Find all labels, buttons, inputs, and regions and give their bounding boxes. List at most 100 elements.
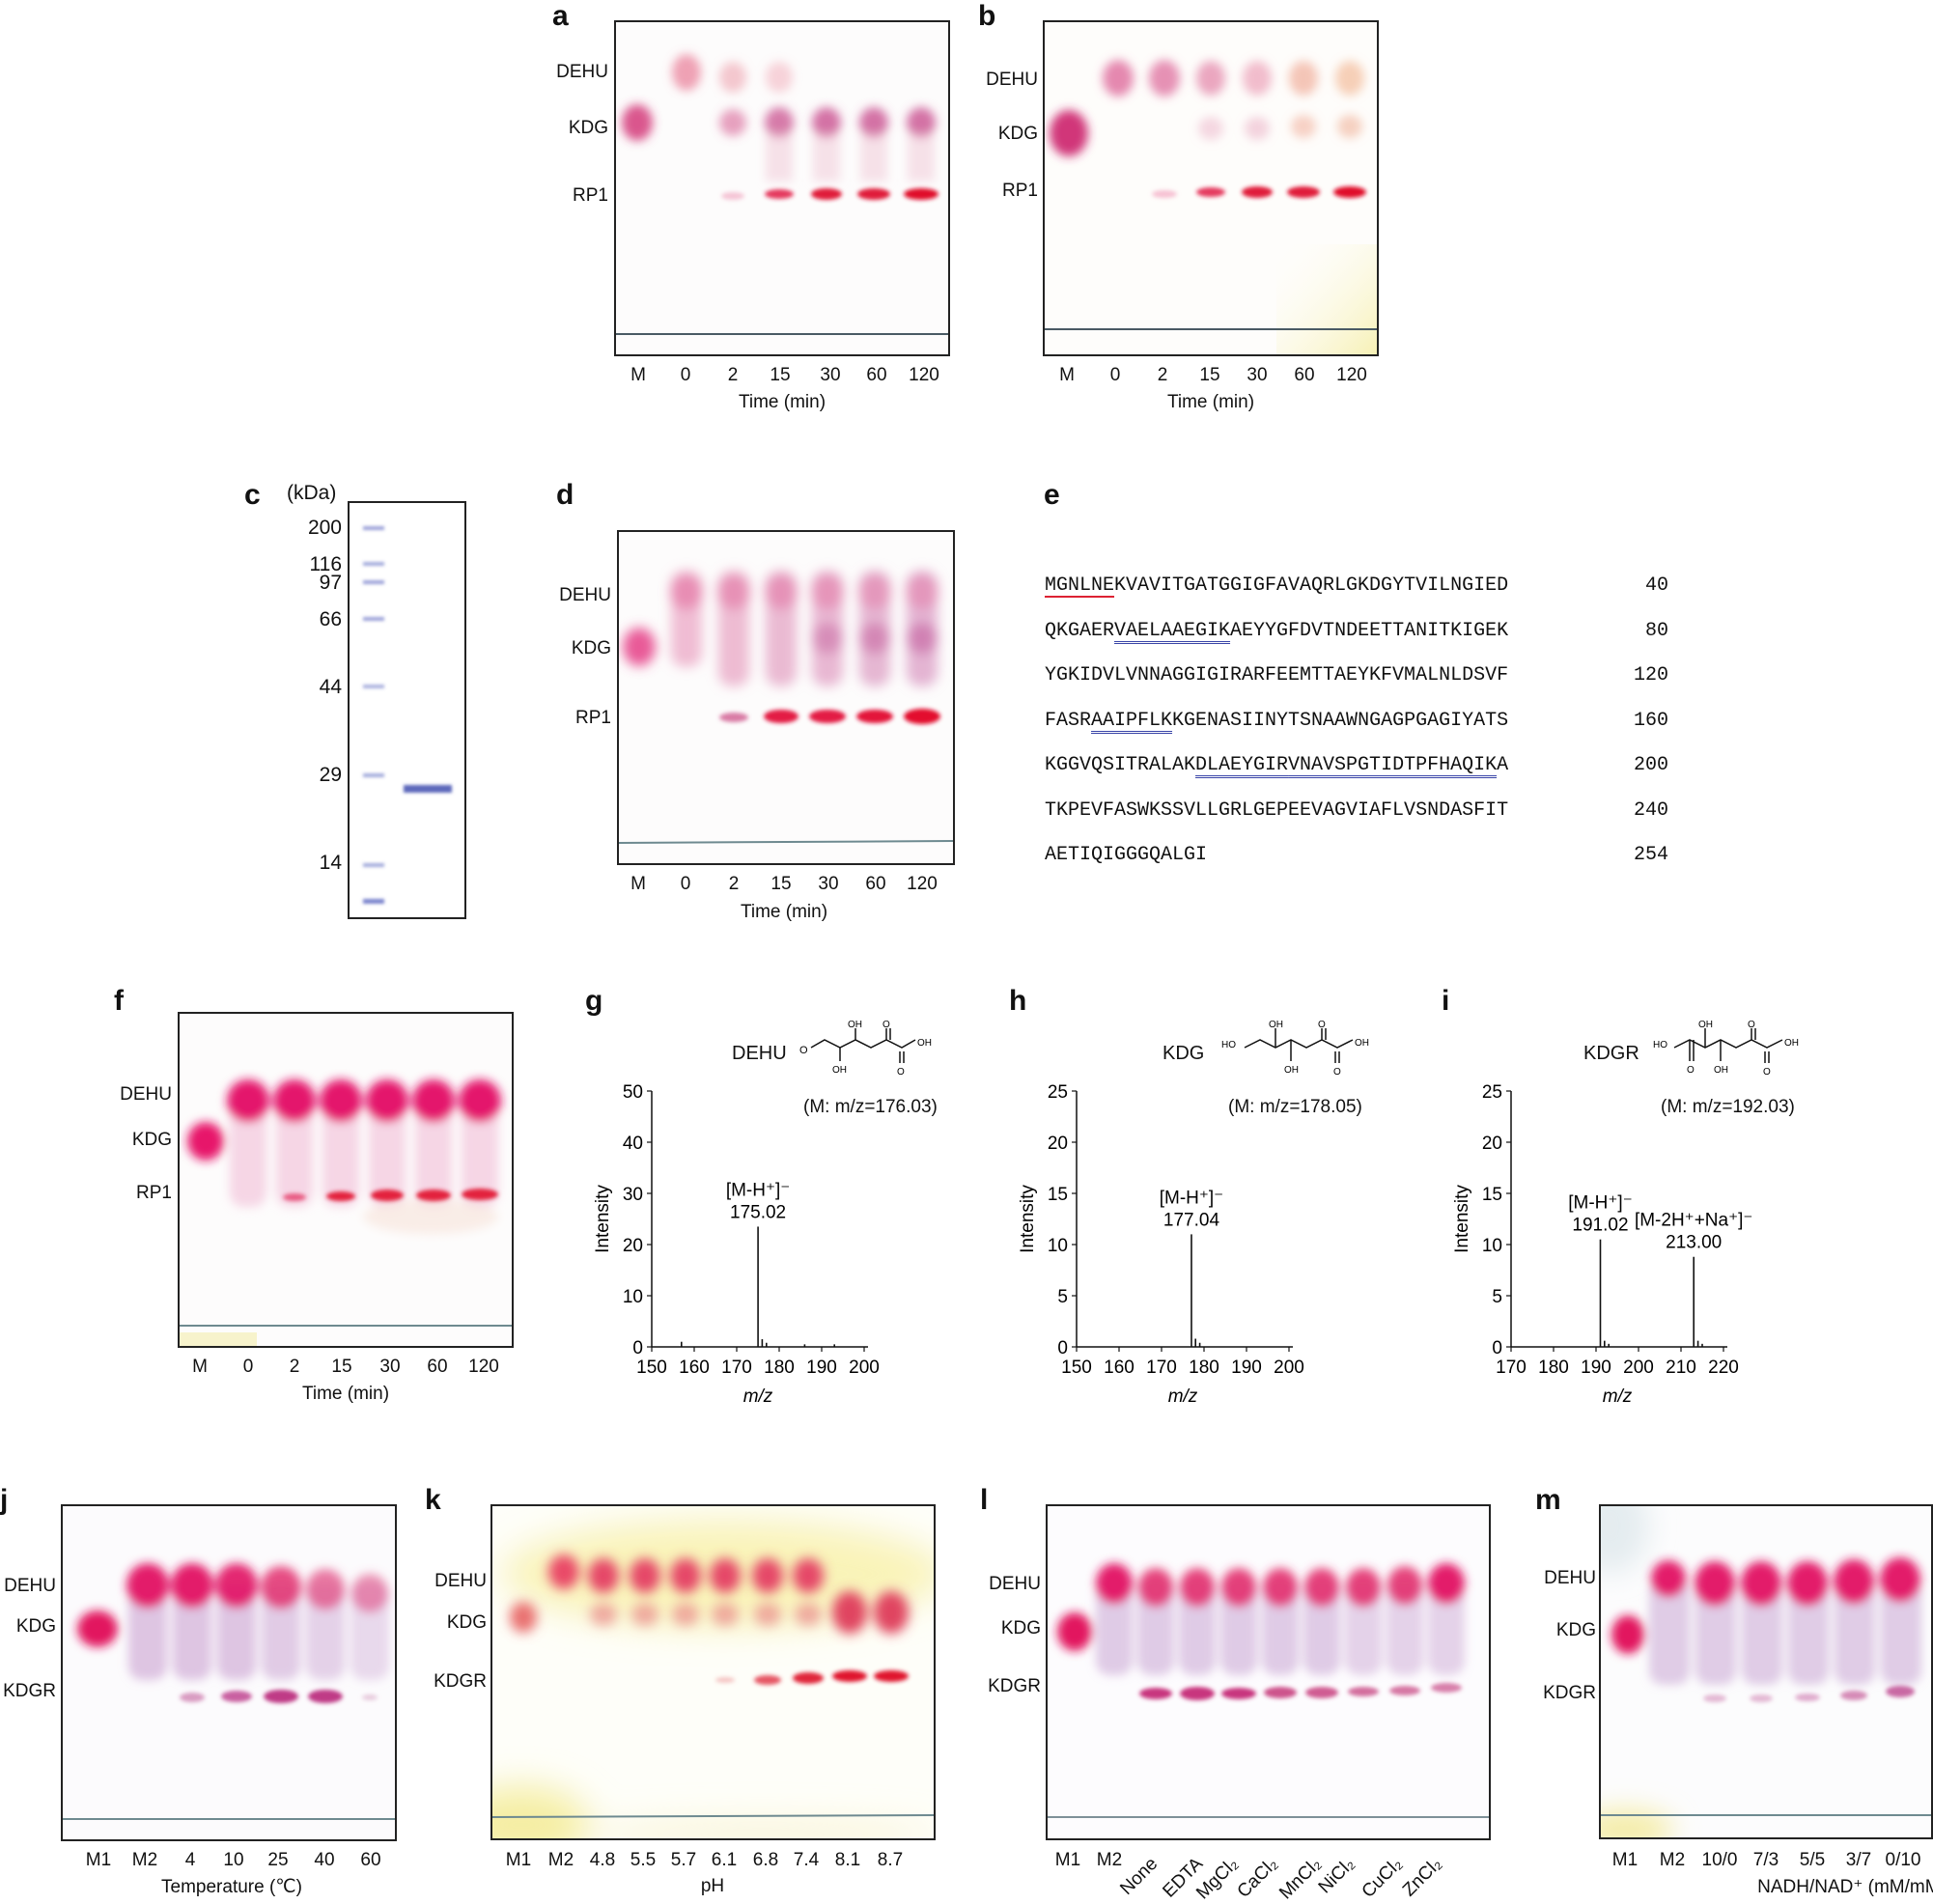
panel-label-a: a xyxy=(552,0,569,32)
panel-label-c: c xyxy=(244,479,261,511)
lane-label: 10/0 xyxy=(1701,1850,1738,1870)
lane-label: 40 xyxy=(314,1850,335,1870)
band-label-kdg: KDG xyxy=(568,118,608,138)
marker-label: 14 xyxy=(319,852,342,874)
svg-text:OH: OH xyxy=(832,1065,847,1076)
tlc-plate-l xyxy=(1046,1504,1491,1840)
sequence-segment: QKGAER xyxy=(1045,619,1115,642)
x-tick-label: 150 xyxy=(1061,1358,1092,1378)
tlc-plate-a xyxy=(614,20,950,356)
lane-label: 120 xyxy=(909,365,939,385)
lane-label: 120 xyxy=(1336,365,1367,385)
x-tick-label: 200 xyxy=(1623,1358,1654,1378)
band-label-dehu: DEHU xyxy=(120,1084,172,1105)
lane-label: 15 xyxy=(770,365,791,385)
svg-text:OH: OH xyxy=(848,1020,862,1030)
lane-label: 5.7 xyxy=(670,1850,697,1870)
lane-label: 0/10 xyxy=(1885,1850,1921,1870)
peak-mz-label: 175.02 xyxy=(730,1202,786,1222)
peak-ion-label: [M-H⁺]⁻ xyxy=(1160,1188,1224,1208)
lane-label: 0 xyxy=(680,874,691,894)
x-tick-label: 170 xyxy=(1496,1358,1527,1378)
sequence-line: AETIQIGGGQALGI xyxy=(1045,844,1207,866)
x-tick-label: 160 xyxy=(1104,1358,1135,1378)
lane-label: M xyxy=(630,365,646,385)
band-label-kdg: KDG xyxy=(997,124,1038,144)
lane-label: M1 xyxy=(1611,1850,1639,1870)
marker-label: 116 xyxy=(309,553,342,575)
kdgr-structure-drawing: HO OH O OH O O OH xyxy=(1653,1020,1799,1078)
tlc-plate-f xyxy=(178,1012,514,1348)
lane-label: 0 xyxy=(680,365,691,385)
y-tick-label: 10 xyxy=(623,1287,643,1307)
ms-peptide: AAIPFLK xyxy=(1091,709,1173,732)
svg-text:OH: OH xyxy=(1784,1038,1799,1049)
x-tick-label: 200 xyxy=(849,1358,880,1378)
sequence-line: YGKIDVLVNNAGGIGIRARFEEMTTAEYKFVMALNLDSVF xyxy=(1045,664,1508,686)
lane-label: M xyxy=(630,874,646,894)
tlc-spots-j xyxy=(63,1563,395,1820)
band-label-dehu: DEHU xyxy=(434,1571,487,1591)
y-tick-label: 5 xyxy=(1057,1287,1068,1307)
svg-text:O: O xyxy=(897,1067,905,1078)
residue-number: 160 xyxy=(1633,709,1668,732)
peak-ion-label: [M-H⁺]⁻ xyxy=(1568,1193,1633,1214)
molecular-mass-kdg: (M: m/z=178.05) xyxy=(1228,1097,1362,1117)
tlc-plate-k xyxy=(490,1504,936,1840)
tlc-spots-b xyxy=(1045,60,1377,354)
tlc-spots-a xyxy=(616,54,948,335)
mass-spectrum-g: 150 160 170 180 190 200 0 10 20 30 40 50 m/z Intensit… xyxy=(593,1082,880,1407)
sequence-segment: KGGVQSITRALAK xyxy=(1045,754,1196,776)
panel-label-h: h xyxy=(1009,985,1027,1017)
sequence-segment: KGENASIINYTSNAAWNGAGPGAGIYATS xyxy=(1172,709,1509,732)
lane-label: M xyxy=(192,1357,208,1377)
lane-label: 10 xyxy=(223,1850,244,1870)
compound-name-kdg: KDG xyxy=(1163,1043,1205,1064)
x-tick-label: 170 xyxy=(1146,1358,1177,1378)
ms-peptide: VAELAAEGIK xyxy=(1114,619,1231,642)
svg-text:OH: OH xyxy=(1698,1020,1713,1030)
ms-peptide: VNAVSPGTIDTPFHAQIK xyxy=(1288,754,1498,776)
y-tick-label: 0 xyxy=(1057,1338,1068,1358)
lane-label: 30 xyxy=(379,1357,401,1377)
marker-label: 97 xyxy=(319,572,342,594)
lane-label: CuCl₂ xyxy=(1358,1854,1407,1902)
sequence-segment: KVAVITGATGGIGFAVAQRLGKDGYTVILNGIED xyxy=(1114,574,1509,597)
lane-label: M2 xyxy=(131,1850,158,1870)
tlc-plate-j xyxy=(61,1504,397,1841)
svg-text:OH: OH xyxy=(1284,1065,1299,1076)
svg-text:OH: OH xyxy=(1269,1020,1283,1030)
sequence-segment: FASR xyxy=(1045,709,1092,732)
svg-text:O: O xyxy=(1333,1067,1341,1078)
sequence-line: TKPEVFASWKSSVLLGRLGEPEEVAGVIAFLVSNDASFIT xyxy=(1045,799,1508,822)
x-tick-label: 190 xyxy=(1581,1358,1611,1378)
lane-label: 5/5 xyxy=(1799,1850,1826,1870)
sequence-line: KGGVQSITRALAKDLAEYGIRVNAVSPGTIDTPFHAQIKA xyxy=(1045,754,1508,776)
lane-label: CaCl₂ xyxy=(1233,1854,1282,1902)
axis-title-j: Temperature (℃) xyxy=(161,1877,302,1897)
lane-label: NiCl₂ xyxy=(1314,1854,1359,1898)
axis-title-m: NADH/NAD⁺ (mM/mM) xyxy=(1757,1877,1933,1897)
x-tick-label: 180 xyxy=(1189,1358,1219,1378)
y-tick-label: 20 xyxy=(1482,1134,1502,1154)
residue-number: 40 xyxy=(1644,574,1668,597)
tlc-spots-f xyxy=(180,1079,512,1346)
lane-label: 4.8 xyxy=(589,1850,616,1870)
tlc-plate-b xyxy=(1043,20,1379,356)
lane-label: 7/3 xyxy=(1752,1850,1779,1870)
y-axis-label: Intensity xyxy=(593,1185,613,1253)
lane-label: 5.5 xyxy=(630,1850,657,1870)
panel-label-f: f xyxy=(114,985,124,1017)
x-axis-label: m/z xyxy=(1168,1386,1198,1407)
band-label-kdg: KDG xyxy=(1000,1618,1041,1638)
band-label-kdgr: KDGR xyxy=(988,1676,1041,1696)
lane-label: 30 xyxy=(820,365,841,385)
lane-label: 4 xyxy=(184,1850,196,1870)
lane-label: 6.8 xyxy=(752,1850,779,1870)
lane-label: 7.4 xyxy=(793,1850,820,1870)
band-label-kdg: KDG xyxy=(571,638,611,658)
svg-text:O: O xyxy=(882,1020,890,1030)
y-tick-label: 50 xyxy=(623,1082,643,1103)
panel-label-d: d xyxy=(556,479,574,511)
dehu-structure-drawing: O OH OH O O OH xyxy=(799,1020,932,1078)
